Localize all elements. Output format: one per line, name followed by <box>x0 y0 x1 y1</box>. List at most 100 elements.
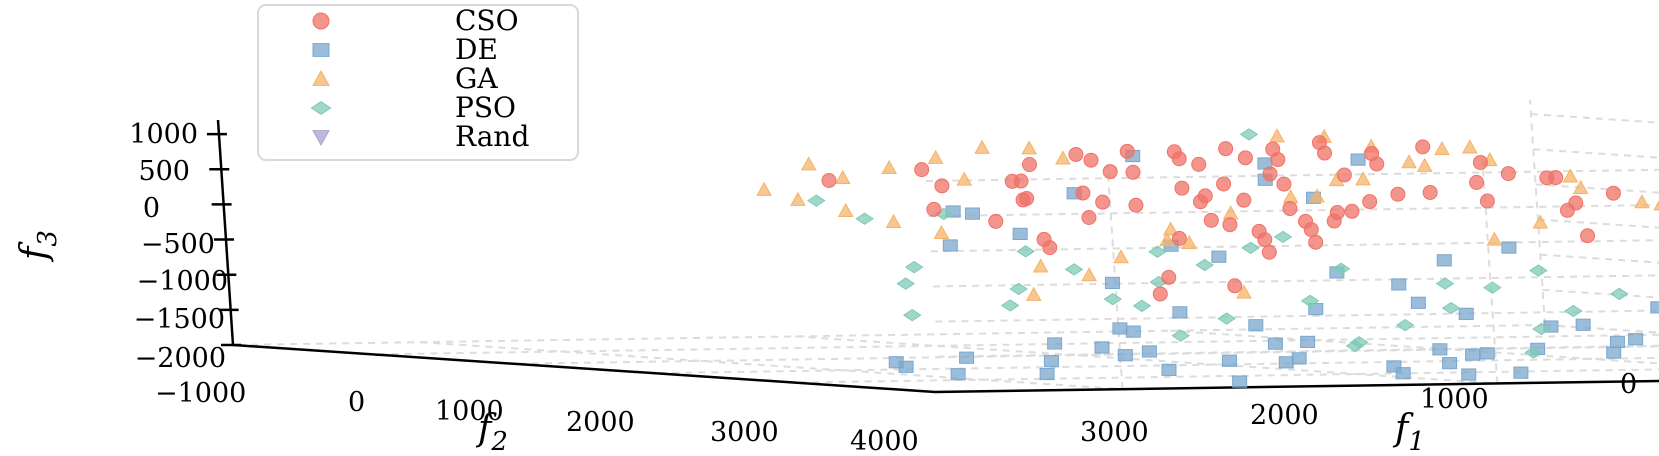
point-de <box>1458 307 1474 320</box>
point-ga <box>1282 189 1299 204</box>
point-cso <box>1171 151 1187 167</box>
point-de <box>1267 337 1283 350</box>
point-de <box>1391 278 1407 291</box>
y-tick-label: −1000 <box>155 378 246 409</box>
point-de <box>888 356 904 369</box>
point-pso <box>904 260 924 274</box>
z-axis-label-text: f3 <box>14 230 63 263</box>
point-cso <box>1303 222 1319 238</box>
grid-line <box>420 341 1123 391</box>
point-pso <box>1009 282 1028 296</box>
point-pso <box>896 277 916 290</box>
point-ga <box>1081 267 1097 282</box>
point-cso <box>1119 143 1135 159</box>
point-cso <box>1326 213 1342 229</box>
point-ga <box>1653 200 1659 211</box>
point-ga <box>1416 157 1433 172</box>
legend-label-pso: PSO <box>455 91 516 124</box>
point-ga <box>927 149 944 164</box>
legend: CSO DE GA PSO Rand <box>257 4 579 161</box>
point-ga <box>1532 214 1549 229</box>
point-ga <box>1562 168 1579 183</box>
point-cso <box>1227 278 1243 294</box>
point-cso <box>1102 164 1118 180</box>
point-de <box>1461 368 1477 381</box>
grid-line <box>1530 113 1659 124</box>
point-cso <box>821 172 837 188</box>
point-de <box>1395 367 1411 380</box>
grid-line <box>513 345 1659 365</box>
point-cso <box>1013 173 1029 189</box>
axis-spines <box>206 119 1659 394</box>
point-cso <box>1083 152 1099 168</box>
z-tick-label: −1000 <box>137 266 228 297</box>
point-pso <box>1395 318 1415 332</box>
point-ga <box>1162 221 1179 236</box>
point-cso <box>1237 150 1253 166</box>
point-ga <box>1355 171 1371 186</box>
point-pso <box>1610 287 1629 301</box>
point-cso <box>1276 176 1292 192</box>
point-de <box>1211 250 1227 263</box>
point-de <box>1436 254 1452 267</box>
point-de <box>959 351 975 364</box>
point-de <box>1278 356 1294 369</box>
point-pso <box>855 212 874 225</box>
point-de <box>1161 363 1177 376</box>
point-cso <box>1262 166 1278 182</box>
point-de <box>1386 360 1402 373</box>
point-pso <box>1564 304 1583 318</box>
x-tick-label: 0 <box>1620 369 1637 400</box>
point-pso <box>1217 312 1236 325</box>
point-cso <box>1095 194 1111 210</box>
point-ga <box>756 181 772 196</box>
point-de <box>950 368 966 381</box>
z-axis-label: f3 <box>14 230 63 263</box>
data-points <box>756 128 1659 388</box>
grid-line <box>927 274 1659 288</box>
point-ga <box>974 139 990 154</box>
legend-label-de: DE <box>455 33 498 66</box>
point-ga <box>933 224 950 240</box>
point-cso <box>1161 269 1177 285</box>
grid-line <box>373 333 1659 356</box>
point-de <box>1094 341 1110 354</box>
point-de <box>1043 355 1059 368</box>
point-pso <box>1239 128 1259 141</box>
point-pso <box>1524 346 1543 359</box>
point-cso <box>1390 186 1406 202</box>
legend-marker-de <box>312 43 330 57</box>
point-cso <box>1152 286 1168 302</box>
point-de <box>1232 375 1248 388</box>
point-cso <box>1042 240 1058 256</box>
point-ga <box>1021 140 1038 155</box>
grid-line <box>1537 218 1659 229</box>
x-axis-label: f1 <box>1392 408 1425 456</box>
grid-line <box>1542 288 1659 299</box>
grid-line <box>1535 183 1659 194</box>
z-tick-label: 0 <box>143 193 160 224</box>
point-cso <box>1022 157 1038 173</box>
point-ga <box>834 169 851 185</box>
point-de <box>1248 319 1264 332</box>
point-de <box>1442 357 1458 370</box>
point-ga <box>1572 179 1589 195</box>
x-tick-label: 1000 <box>1420 384 1489 415</box>
grid-line <box>1533 148 1659 159</box>
point-ga <box>881 159 898 174</box>
x-axis-spine <box>934 379 1659 394</box>
point-cso <box>1192 194 1208 210</box>
point-pso <box>1483 281 1502 294</box>
point-de <box>1501 241 1517 254</box>
y-tick-label: 1000 <box>435 396 504 427</box>
point-cso <box>1369 156 1385 172</box>
point-de <box>1125 325 1141 338</box>
y-tick-label: 4000 <box>850 426 919 456</box>
legend-marker-ga <box>312 69 330 86</box>
point-cso <box>1261 244 1277 260</box>
point-ga <box>1486 231 1503 246</box>
point-de <box>1609 335 1625 349</box>
point-pso <box>1345 339 1365 353</box>
legend-box <box>257 4 579 161</box>
point-de <box>1039 367 1055 381</box>
